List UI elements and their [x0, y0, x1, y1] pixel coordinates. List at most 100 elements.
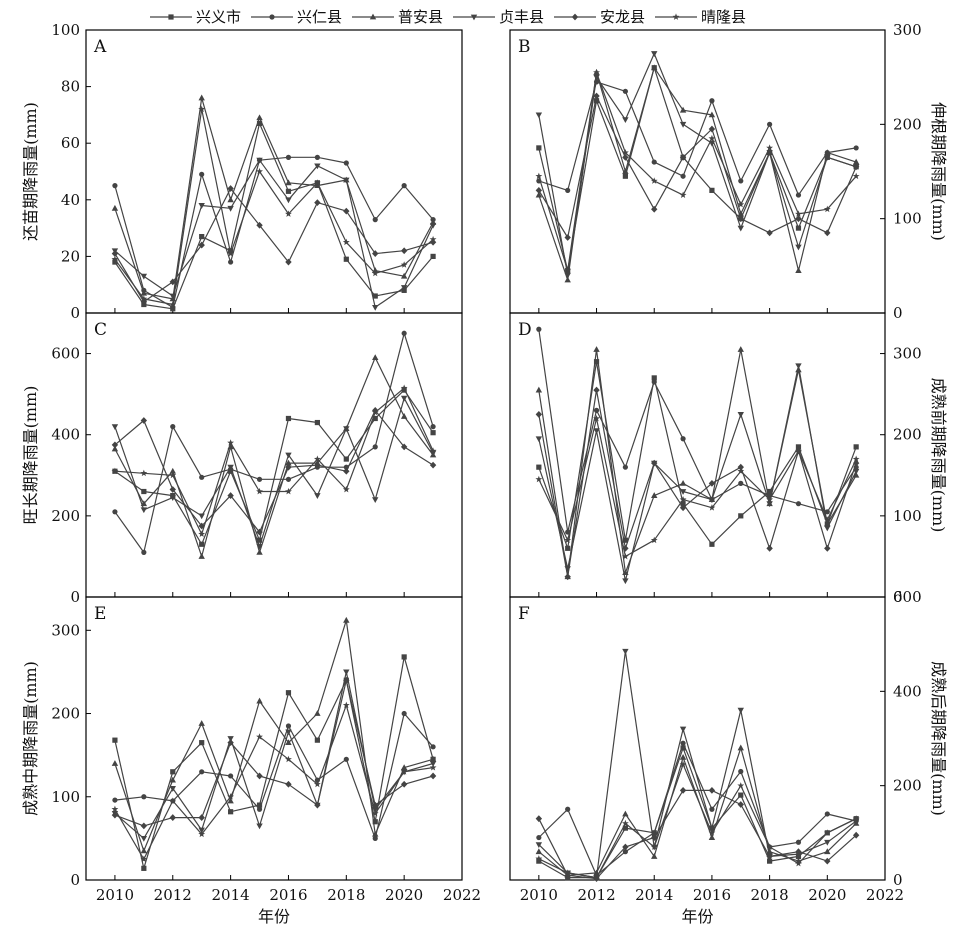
- x-tick-label: 2022: [443, 886, 481, 904]
- x-tick-label: 2014: [635, 886, 673, 904]
- data-point: [343, 207, 350, 215]
- data-point: [622, 578, 629, 585]
- y-tick-label: 400: [51, 426, 80, 444]
- data-point: [651, 64, 658, 71]
- data-point: [343, 177, 350, 184]
- data-point: [535, 386, 543, 393]
- data-point: [256, 120, 263, 126]
- series-line: [114, 357, 434, 558]
- data-point: [564, 234, 571, 241]
- data-point: [140, 835, 148, 842]
- data-point: [169, 797, 177, 804]
- y-tick-label: 0: [893, 304, 903, 322]
- data-point: [679, 153, 687, 161]
- data-point: [535, 186, 543, 194]
- data-point: [285, 487, 292, 495]
- panel-d: D 0 100 200 300 成熟前期降雨量(mm): [509, 312, 948, 606]
- data-point: [140, 855, 148, 863]
- data-point: [169, 300, 177, 308]
- data-point: [140, 469, 148, 477]
- data-point: [429, 222, 437, 229]
- data-point: [401, 710, 407, 717]
- data-point: [852, 455, 860, 462]
- data-point: [400, 285, 408, 291]
- data-point: [766, 544, 773, 552]
- data-point: [256, 802, 263, 808]
- series-line: [114, 656, 434, 869]
- data-point: [372, 415, 378, 422]
- series-4: [535, 51, 860, 279]
- data-point: [680, 501, 686, 507]
- data-point: [651, 159, 657, 165]
- y-tick-label: 0: [70, 304, 80, 322]
- series-line: [114, 712, 434, 840]
- data-point: [766, 853, 773, 860]
- panel-letter: F: [518, 604, 530, 624]
- data-point: [535, 436, 543, 443]
- data-point: [285, 258, 292, 266]
- data-point: [824, 229, 831, 237]
- data-point: [852, 471, 860, 478]
- data-point: [737, 707, 744, 714]
- series-1: [112, 654, 436, 871]
- data-point: [680, 436, 686, 442]
- data-point: [679, 760, 687, 768]
- data-point: [622, 843, 629, 851]
- data-point: [852, 468, 860, 475]
- series-line: [538, 329, 857, 533]
- series-1: [536, 745, 859, 881]
- data-point: [737, 744, 744, 751]
- data-point: [400, 768, 408, 775]
- data-point: [593, 68, 600, 76]
- series-line: [114, 332, 434, 554]
- data-point: [314, 461, 321, 469]
- data-point: [256, 697, 263, 704]
- data-point: [228, 259, 234, 265]
- data-point: [141, 488, 147, 495]
- data-point: [708, 111, 716, 118]
- data-point: [199, 474, 205, 480]
- data-point: [708, 134, 716, 142]
- data-point: [285, 452, 292, 459]
- panel-letter: E: [94, 604, 106, 624]
- data-point: [111, 424, 119, 430]
- series-line: [538, 95, 857, 239]
- series-line: [114, 97, 434, 300]
- data-point: [227, 249, 235, 257]
- data-point: [564, 276, 571, 283]
- data-point: [372, 830, 379, 837]
- data-point: [400, 413, 408, 419]
- series-line: [538, 71, 857, 272]
- panel-b: B 0 100 200 300 伸根期降雨量(mm): [509, 21, 948, 322]
- data-point: [256, 114, 263, 121]
- data-point: [372, 354, 379, 361]
- series-line: [114, 389, 434, 545]
- data-point: [198, 241, 205, 249]
- data-point: [621, 552, 629, 560]
- data-point: [737, 215, 744, 223]
- data-point: [170, 424, 176, 430]
- data-point: [256, 476, 263, 482]
- data-point: [314, 163, 321, 170]
- data-point: [400, 780, 408, 788]
- y-tick-label: 60: [61, 134, 80, 152]
- data-point: [372, 497, 379, 504]
- y-axis-title: 成熟中期降雨量(mm): [21, 661, 40, 816]
- data-point: [342, 701, 350, 709]
- data-point: [256, 528, 263, 536]
- x-tick-label: 2012: [154, 886, 192, 904]
- data-point: [824, 154, 831, 161]
- data-point: [372, 444, 378, 450]
- data-point: [622, 648, 629, 655]
- series-6: [111, 701, 437, 863]
- data-point: [199, 769, 205, 775]
- data-point: [199, 233, 205, 240]
- data-point: [343, 669, 350, 676]
- series-line: [114, 671, 434, 840]
- data-point: [140, 822, 148, 830]
- legend-item: 兴义市: [150, 8, 241, 26]
- x-tick-label: 2010: [520, 886, 558, 904]
- data-point: [593, 359, 600, 365]
- data-point: [112, 259, 118, 265]
